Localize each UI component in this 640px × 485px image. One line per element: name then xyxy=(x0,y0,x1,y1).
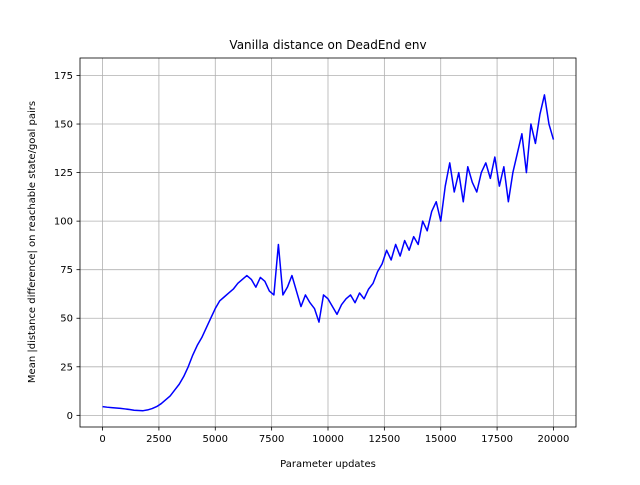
x-tick-label: 12500 xyxy=(368,434,400,445)
x-tick-label: 15000 xyxy=(425,434,457,445)
grid xyxy=(80,58,576,427)
chart-title: Vanilla distance on DeadEnd env xyxy=(229,38,426,52)
x-tick-label: 0 xyxy=(99,434,105,445)
y-tick-label: 75 xyxy=(60,265,73,276)
y-tick-label: 125 xyxy=(54,168,73,179)
x-tick-label: 2500 xyxy=(146,434,171,445)
y-tick-label: 150 xyxy=(54,120,73,131)
x-tick-label: 10000 xyxy=(312,434,344,445)
y-tick-label: 100 xyxy=(54,217,73,228)
x-axis: 0 2500 5000 7500 10000 12500 15000 17500 20000 xyxy=(99,427,569,445)
x-tick-label: 17500 xyxy=(481,434,513,445)
y-tick-label: 50 xyxy=(60,314,73,325)
x-tick-label: 20000 xyxy=(538,434,570,445)
plot-area xyxy=(102,94,555,412)
y-tick-label: 175 xyxy=(54,71,73,82)
y-axis-label: Mean |distance difference| on reachable … xyxy=(27,101,38,383)
x-tick-label: 7500 xyxy=(259,434,284,445)
series-line xyxy=(102,94,555,412)
x-tick-label: 5000 xyxy=(203,434,228,445)
x-axis-label: Parameter updates xyxy=(280,459,376,470)
y-tick-label: 25 xyxy=(60,362,73,373)
y-axis: 0 25 50 75 100 125 150 175 xyxy=(54,71,80,422)
y-tick-label: 0 xyxy=(67,411,73,422)
